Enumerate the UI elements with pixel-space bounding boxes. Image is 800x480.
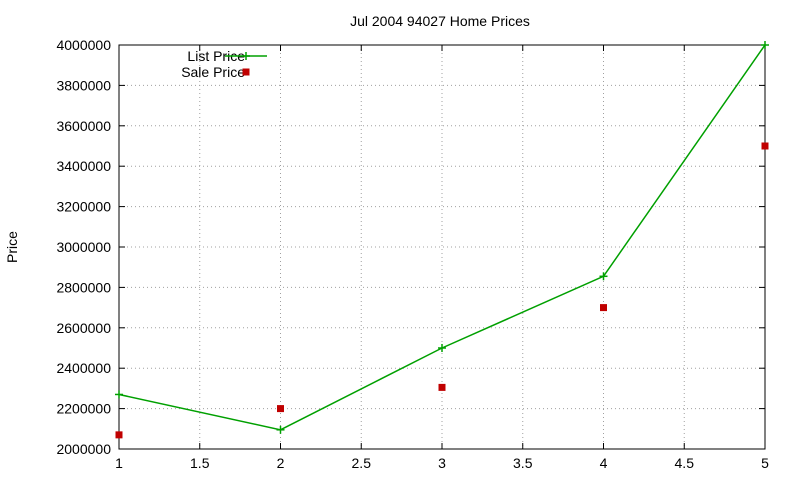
chart-title: Jul 2004 94027 Home Prices xyxy=(350,13,530,29)
y-tick-label: 3600000 xyxy=(56,118,111,134)
list-price-point xyxy=(438,344,446,352)
axes: 1 1.5 2 2.5 3 3.5 4 4.5 5 2000000 2200000 2400000 26… xyxy=(56,37,769,471)
y-tick-label: 3000000 xyxy=(56,239,111,255)
sale-price-point xyxy=(438,383,446,391)
x-tick-label: 2.5 xyxy=(352,455,372,471)
sale-price-point xyxy=(277,405,284,413)
y-tick-label: 2800000 xyxy=(56,279,111,295)
legend-label: List Price xyxy=(187,48,245,64)
legend-label: Sale Price xyxy=(181,64,245,80)
list-price-point xyxy=(115,390,123,399)
x-tick-label: 4 xyxy=(600,455,608,471)
y-tick-label: 4000000 xyxy=(56,37,111,53)
sale-price-point xyxy=(600,304,607,312)
y-tick-label: 3400000 xyxy=(56,158,111,174)
list-price-point xyxy=(761,41,769,49)
sale-price-point xyxy=(115,431,123,439)
y-tick-label: 3800000 xyxy=(56,77,111,93)
y-tick-label: 2600000 xyxy=(56,320,111,336)
y-tick-label: 2200000 xyxy=(56,401,111,417)
y-tick-label: 2400000 xyxy=(56,360,111,376)
x-tick-label: 1.5 xyxy=(190,455,210,471)
plot-series xyxy=(115,41,769,439)
list-price-point xyxy=(599,272,608,281)
x-tick-label: 1 xyxy=(115,455,123,471)
x-tick-label: 2 xyxy=(277,455,285,471)
legend-plus-marker xyxy=(242,52,250,60)
plot-frame xyxy=(118,44,766,450)
grid-lines xyxy=(119,45,765,449)
x-tick-label: 3 xyxy=(438,455,446,471)
list-price-point xyxy=(276,425,285,434)
y-tick-label: 2000000 xyxy=(56,441,111,457)
y-axis-label: Price xyxy=(4,231,20,263)
x-tick-label: 3.5 xyxy=(513,455,533,471)
x-tick-label: 4.5 xyxy=(675,455,695,471)
legend-square-swatch xyxy=(242,68,250,76)
y-tick-label: 3200000 xyxy=(56,199,111,215)
x-tick-label: 5 xyxy=(761,455,769,471)
sale-price-point xyxy=(761,142,769,150)
